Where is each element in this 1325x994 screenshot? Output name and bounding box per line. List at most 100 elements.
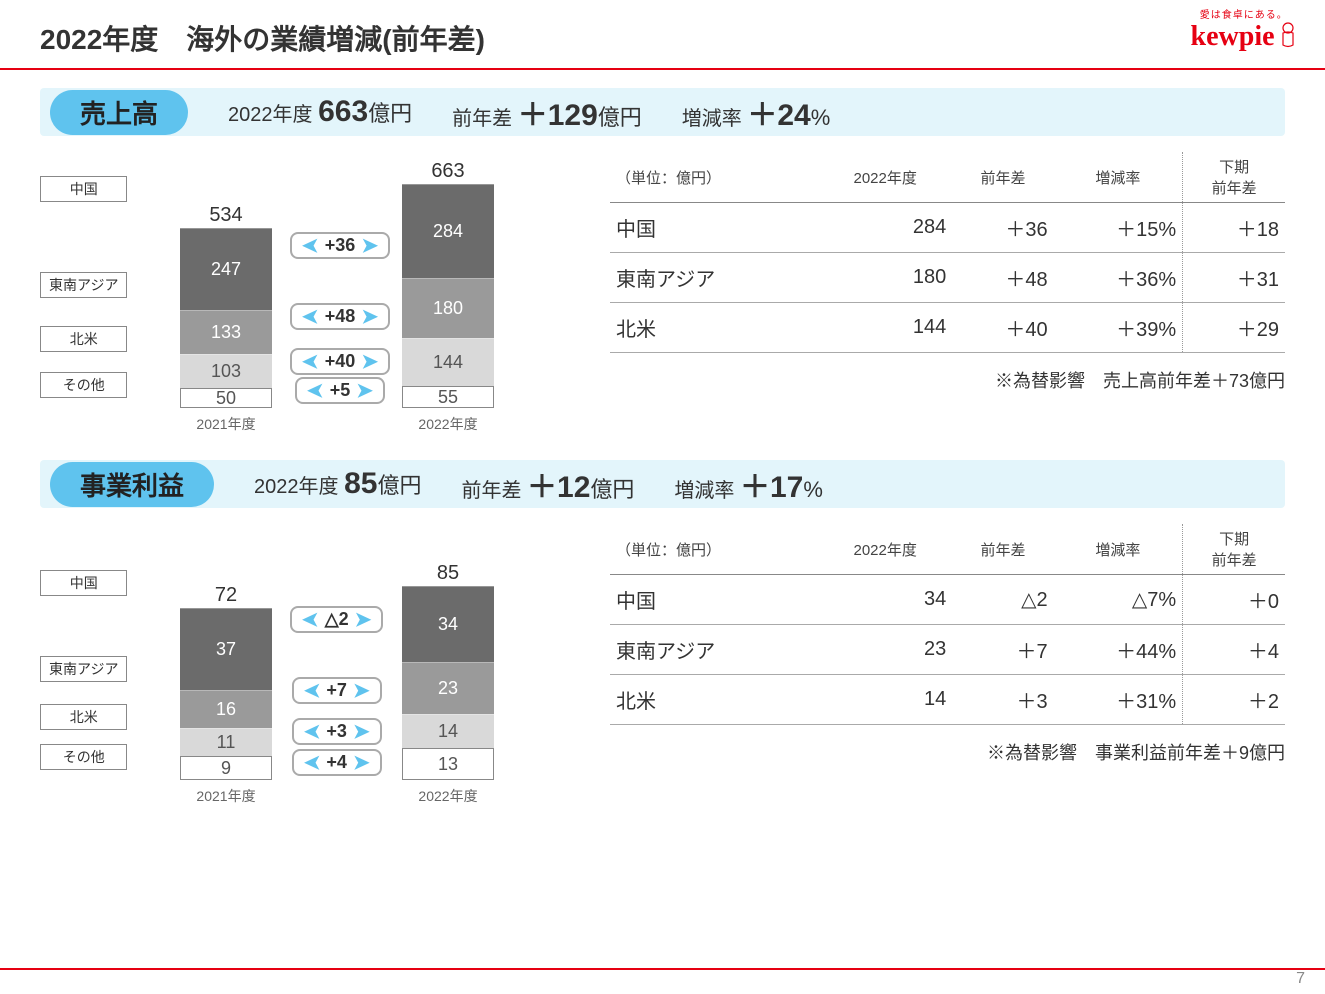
legend-item: 北米 [40, 326, 127, 352]
arrow-right-icon: ➤ [361, 307, 378, 327]
table-row: 東南アジア180＋48＋36%＋31 [610, 253, 1285, 303]
table-header: 2022年度 [818, 152, 952, 203]
table-cell: 144 [818, 303, 952, 353]
table-cell: ＋18 [1183, 203, 1285, 253]
page-title: 2022年度 海外の業績増減(前年差) [0, 0, 1325, 68]
bar-total: 663 [402, 160, 494, 183]
table-cell: ＋15% [1054, 203, 1183, 253]
legend-item: 東南アジア [40, 656, 127, 682]
bar: 723716119 [180, 608, 272, 780]
axis-label: 2022年度 [402, 414, 494, 434]
axis-label: 2021年度 [180, 414, 272, 434]
bar-total: 534 [180, 204, 272, 227]
table-cell: ＋39% [1054, 303, 1183, 353]
table-header: 下期前年差 [1183, 524, 1285, 575]
table-cell: ＋48 [952, 253, 1053, 303]
stacked-bar-chart: 中国東南アジア北米その他 2021年度 2022年度 53424713310350 66… [40, 152, 600, 442]
table-row: 北米14＋3＋31%＋2 [610, 675, 1285, 725]
divider-top [0, 68, 1325, 70]
legend-item: 中国 [40, 570, 127, 596]
bar: 53424713310350 [180, 228, 272, 408]
table-header: 前年差 [952, 152, 1053, 203]
table-header: （単位：億円） [610, 524, 818, 575]
delta-pill: ➤+36➤ [290, 232, 390, 259]
section-sales: 売上高2022年度 663億円前年差 ＋129億円増減率 ＋24%中国東南アジア… [40, 88, 1285, 442]
bar-segment: 23 [402, 662, 494, 714]
table-cell: 34 [818, 575, 952, 625]
axis-label: 2021年度 [180, 786, 272, 806]
table-row: 北米144＋40＋39%＋29 [610, 303, 1285, 353]
brand-logo: 愛は食卓にある。 kewpie [1191, 6, 1297, 53]
delta-pill: ➤+7➤ [292, 677, 382, 704]
delta-pill: ➤+40➤ [290, 348, 390, 375]
legend-item: 東南アジア [40, 272, 127, 298]
metric-pill: 売上高 [50, 90, 188, 135]
table-cell: ＋36% [1054, 253, 1183, 303]
delta-list: ➤+36➤➤+48➤➤+40➤➤+5➤ [290, 232, 390, 404]
data-table: （単位：億円）2022年度前年差増減率下期前年差中国284＋36＋15%＋18東… [610, 152, 1285, 353]
bar-segment: 180 [402, 278, 494, 338]
kewpie-doll-icon [1279, 21, 1297, 49]
table-cell: △7% [1054, 575, 1183, 625]
table-cell: ＋4 [1183, 625, 1285, 675]
table-cell: ＋31% [1054, 675, 1183, 725]
legend-item: 中国 [40, 176, 127, 202]
bar-segment: 55 [402, 386, 494, 408]
legend-item: 北米 [40, 704, 127, 730]
table-cell: ＋2 [1183, 675, 1285, 725]
metric-bar: 売上高2022年度 663億円前年差 ＋129億円増減率 ＋24% [40, 88, 1285, 136]
table-cell: 中国 [610, 575, 818, 625]
bar-segment: 14 [402, 714, 494, 748]
bar-segment: 103 [180, 354, 272, 388]
metric-value: 2022年度 85億円 [254, 467, 421, 501]
bar-segment: 9 [180, 756, 272, 780]
chart-legend: 中国東南アジア北米その他 [40, 176, 127, 402]
arrow-left-icon: ➤ [302, 610, 319, 630]
table-cell: ＋36 [952, 203, 1053, 253]
table-cell: 14 [818, 675, 952, 725]
legend-item: その他 [40, 372, 127, 398]
table-cell: 北米 [610, 675, 818, 725]
table-cell: ＋40 [952, 303, 1053, 353]
table-row: 東南アジア23＋7＋44%＋4 [610, 625, 1285, 675]
table-header: （単位：億円） [610, 152, 818, 203]
arrow-right-icon: ➤ [355, 610, 372, 630]
arrow-left-icon: ➤ [302, 236, 319, 256]
bar-segment: 50 [180, 388, 272, 408]
metric-value: 2022年度 663億円 [228, 95, 412, 129]
table-cell: 284 [818, 203, 952, 253]
table-cell: ＋44% [1054, 625, 1183, 675]
section-profit: 事業利益2022年度 85億円前年差 ＋12億円増減率 ＋17%中国東南アジア北… [40, 460, 1285, 814]
bar-segment: 37 [180, 608, 272, 690]
metric-rate: 増減率 ＋17% [674, 462, 823, 506]
delta-pill: ➤+3➤ [292, 718, 382, 745]
table-header: 前年差 [952, 524, 1053, 575]
delta-pill: ➤△2➤ [290, 606, 383, 633]
bar-segment: 34 [402, 586, 494, 662]
bar-segment: 284 [402, 184, 494, 278]
table-cell: ＋0 [1183, 575, 1285, 625]
arrow-right-icon: ➤ [353, 681, 370, 701]
arrow-left-icon: ➤ [304, 753, 321, 773]
table-cell: 北米 [610, 303, 818, 353]
arrow-left-icon: ➤ [304, 681, 321, 701]
page-number: 7 [1296, 970, 1305, 988]
delta-pill: ➤+4➤ [292, 749, 382, 776]
arrow-right-icon: ➤ [353, 722, 370, 742]
bar-segment: 11 [180, 728, 272, 756]
footnote: ※為替影響 事業利益前年差＋9億円 [610, 739, 1285, 765]
delta-list: ➤△2➤ ➤+7➤ ➤+3➤ ➤+4➤ [290, 606, 383, 776]
data-table: （単位：億円）2022年度前年差増減率下期前年差中国34△2△7%＋0東南アジア… [610, 524, 1285, 725]
table-cell: △2 [952, 575, 1053, 625]
brand-name: kewpie [1191, 21, 1275, 52]
table-header: 下期前年差 [1183, 152, 1285, 203]
bar-segment: 247 [180, 228, 272, 310]
metric-bar: 事業利益2022年度 85億円前年差 ＋12億円増減率 ＋17% [40, 460, 1285, 508]
table-cell: 東南アジア [610, 625, 818, 675]
legend-item: その他 [40, 744, 127, 770]
arrow-right-icon: ➤ [361, 352, 378, 372]
bar-segment: 133 [180, 310, 272, 354]
table-cell: ＋31 [1183, 253, 1285, 303]
delta-pill: ➤+48➤ [290, 303, 390, 330]
arrow-left-icon: ➤ [302, 352, 319, 372]
